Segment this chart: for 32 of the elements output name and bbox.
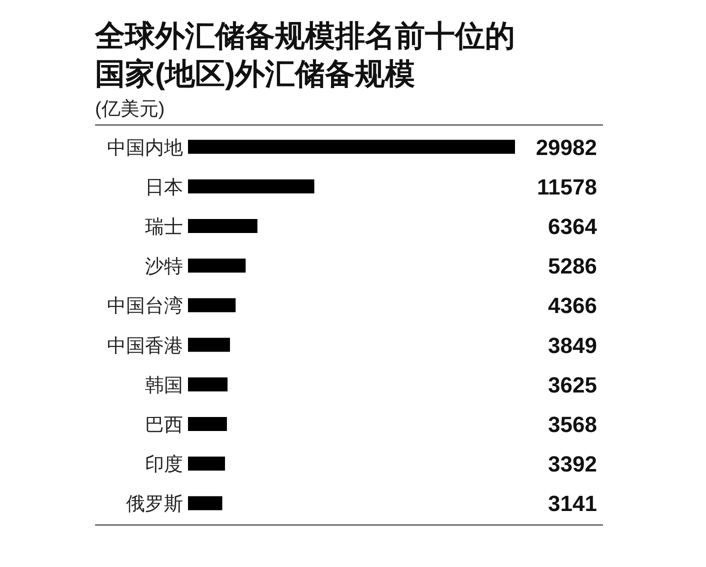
data-label: 3625 [548, 372, 597, 398]
y-tick-label: 中国台湾 [107, 295, 183, 318]
y-tick-label: 巴西 [145, 415, 183, 436]
data-label: 11578 [537, 174, 597, 200]
bar [188, 496, 222, 510]
bar [188, 417, 227, 431]
y-tick-label: 日本 [145, 177, 183, 198]
bar [188, 179, 314, 194]
y-tick-label: 沙特 [145, 256, 183, 278]
data-label: 3141 [548, 491, 597, 516]
y-tick-label: 中国内地 [107, 138, 183, 159]
y-tick-label: 俄罗斯 [126, 494, 183, 516]
y-tick-label: 印度 [145, 454, 183, 476]
bar [188, 140, 515, 154]
bar [188, 298, 236, 312]
bar [188, 377, 228, 392]
y-tick-label: 中国香港 [107, 336, 183, 357]
data-label: 3568 [548, 412, 597, 437]
data-label: 6364 [548, 214, 598, 239]
data-label: 29982 [536, 134, 597, 160]
y-tick-label: 韩国 [145, 375, 183, 396]
bar [188, 456, 225, 471]
bar [188, 258, 246, 273]
bar [188, 338, 230, 352]
data-label: 5286 [548, 254, 597, 279]
y-tick-label: 瑞士 [145, 217, 183, 238]
data-label: 4366 [548, 293, 597, 318]
data-label: 3849 [548, 332, 597, 358]
chart-subtitle: (亿美元) [95, 98, 165, 122]
data-label: 3392 [548, 452, 597, 477]
chart-title: 全球外汇储备规模排名前十位的国家(地区)外汇储备规模 [95, 19, 516, 93]
bar [188, 219, 258, 233]
